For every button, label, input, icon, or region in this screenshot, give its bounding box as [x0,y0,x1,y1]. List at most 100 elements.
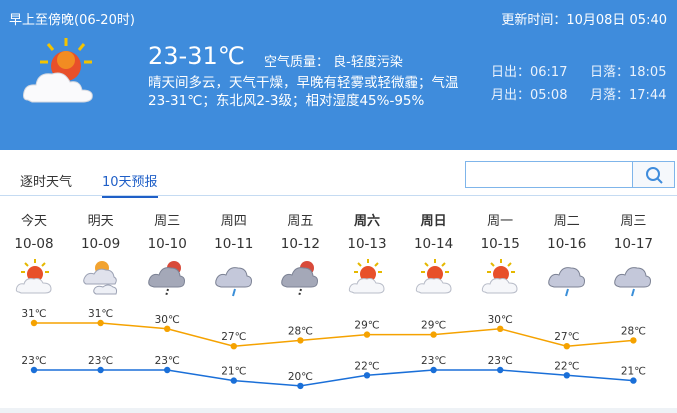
day-label: 周二 [553,214,580,229]
day-label: 周六 [353,214,380,229]
forecast-day: 周四 10-11 [201,210,267,298]
forecast-day: 周日 10-14 [401,210,467,298]
temperature-chart: 31℃ 31℃ 30℃ 27℃ 28℃ 29℃ 29℃ 30℃ 27℃ 28℃ 23℃ 23℃ 23℃ 2… [21,308,646,390]
low-temp-point [230,377,237,384]
high-temp-label: 28℃ [288,325,313,337]
high-temp-point [297,337,304,344]
shower-icon [614,267,652,297]
tab-10day[interactable]: 10天预报 [102,171,158,198]
low-temp-point [164,366,171,374]
date-label: 10-16 [547,236,587,252]
high-temp-label: 30℃ [488,314,513,326]
forecast-day: 周三 10-10 [134,210,200,298]
low-temp-label: 21℃ [221,366,246,378]
high-temp-point [30,319,38,327]
period-label: 早上至傍晚(06-20时) [9,13,135,28]
sunset: 日落：18:05 [590,65,667,80]
high-temp-point [497,325,504,332]
low-temp-point [630,377,637,384]
sunny-cloudy-icon [23,38,93,103]
low-temp-point [297,382,304,390]
high-temp-point [97,319,104,327]
low-temp-label: 23℃ [21,355,46,367]
sunny-cloudy-icon [348,259,385,294]
high-temp-label: 30℃ [155,314,180,326]
low-temp-label: 23℃ [155,355,180,367]
date-label: 10-09 [80,236,121,252]
temperature-range: 23-31℃ [148,42,245,70]
date-label: 10-10 [147,236,187,252]
forecast-day: 周六 10-13 [334,210,400,298]
low-temp-label: 23℃ [488,355,513,367]
low-temp-label: 22℃ [554,360,579,372]
thunder-shower-icon [281,261,319,297]
forecast-day: 周二 10-16 [534,210,600,298]
low-temp-point [430,366,437,374]
date-label: 10-12 [280,236,320,252]
air-quality: 空气质量： 良-轻度污染 [264,55,403,70]
date-label: 10-17 [613,236,653,252]
date-label: 10-15 [480,236,520,252]
low-temp-point [97,366,104,374]
moonset: 月落：17:44 [590,88,667,103]
low-temp-label: 21℃ [621,366,646,378]
low-temp-point [30,366,38,374]
day-label: 周一 [487,214,514,229]
high-temp-label: 31℃ [88,308,113,320]
high-temp-point [363,331,371,338]
high-temp-point [164,325,171,332]
high-temp-label: 27℃ [554,331,579,343]
day-label: 周日 [420,214,447,229]
tab-bar: 逐时天气 10天预报 [0,166,677,198]
shower-icon [215,267,252,297]
search-button[interactable] [632,161,675,188]
day-label: 周三 [620,214,647,229]
low-temp-label: 22℃ [354,360,379,372]
search-icon [645,166,663,184]
high-temp-label: 31℃ [21,308,46,320]
high-temp-label: 27℃ [221,331,246,343]
high-temp-point [230,343,237,350]
high-temp-point [430,331,437,338]
day-label: 周五 [287,214,314,229]
forecast-day: 今天 10-08 [1,210,67,298]
low-temp-label: 20℃ [288,371,313,383]
sunny-cloudy-icon [415,259,452,294]
high-temp-label: 29℃ [421,320,446,332]
thunder-shower-icon [148,261,186,297]
forecast-day: 周五 10-12 [267,210,333,298]
forecast-day: 周三 10-17 [600,210,666,298]
sunny-cloudy-icon [15,259,52,294]
high-temp-label: 28℃ [621,325,646,337]
weather-description: 晴天间多云，天气干燥，早晚有轻雾或轻微霾；气温23-31℃；东北风2-3级；相对… [148,75,459,109]
update-time: 更新时间：10月08日 05:40 [501,13,667,28]
date-label: 10-08 [14,236,54,252]
low-temp-label: 23℃ [88,355,113,367]
date-label: 10-14 [413,236,454,252]
low-temp-label: 23℃ [421,355,446,367]
sunrise: 日出：06:17 [491,65,568,80]
forecast-day: 周一 10-15 [467,210,533,298]
search-input[interactable] [465,161,633,188]
tab-hourly[interactable]: 逐时天气 [20,175,73,190]
low-temp-point [563,372,570,379]
cloudy-icon [82,261,117,295]
day-label: 周四 [220,214,247,229]
high-temp-point [563,343,570,350]
day-label: 明天 [87,214,114,229]
high-temp-point [630,337,637,344]
high-temp-line [34,322,634,347]
moonrise: 月出：05:08 [491,88,568,103]
day-label: 周三 [154,214,181,229]
low-temp-line [34,369,634,387]
shower-icon [548,267,585,297]
current-weather-panel: 早上至傍晚(06-20时) 更新时间：10月08日 05:40 23-31℃ 空… [0,0,677,150]
day-label: 今天 [20,214,47,229]
low-temp-point [363,372,371,379]
sunny-cloudy-icon [482,259,518,294]
high-temp-label: 29℃ [354,320,379,332]
footer-bar [0,408,677,413]
low-temp-point [497,366,504,374]
date-label: 10-13 [347,236,387,252]
date-label: 10-11 [214,236,254,252]
